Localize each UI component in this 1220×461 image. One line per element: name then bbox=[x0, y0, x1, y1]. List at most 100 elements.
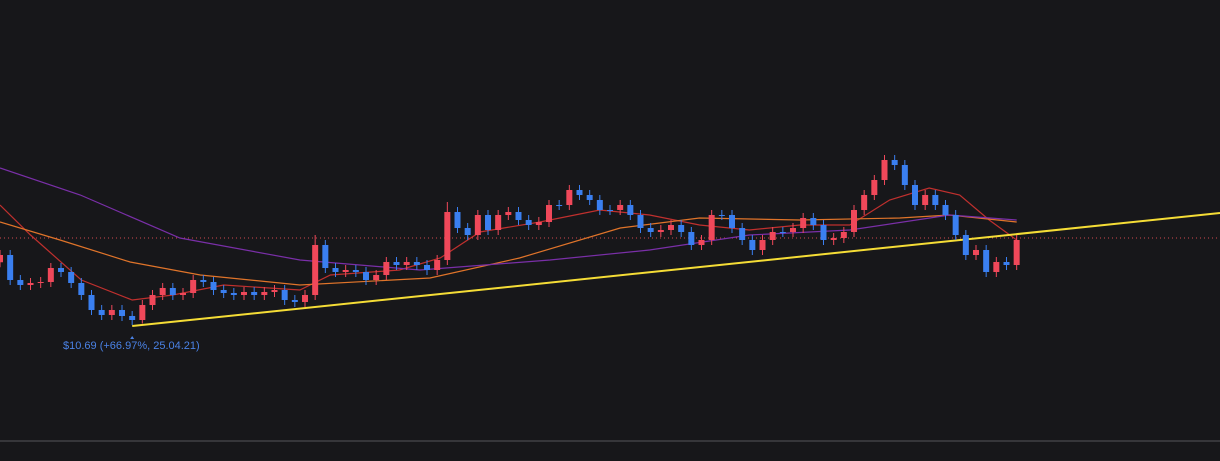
candle-body bbox=[769, 232, 776, 240]
moving-average bbox=[0, 214, 1017, 286]
candle-body bbox=[840, 232, 847, 238]
candle-body bbox=[779, 232, 786, 233]
candle-body bbox=[851, 210, 857, 232]
candle-body bbox=[891, 160, 898, 165]
candle-body bbox=[312, 245, 319, 295]
candle-body bbox=[352, 270, 359, 272]
trend-line bbox=[132, 212, 1220, 327]
candle-body bbox=[322, 245, 329, 268]
candle-body bbox=[424, 265, 430, 270]
candle-body bbox=[342, 270, 349, 272]
candle-body bbox=[169, 288, 176, 295]
candle-body bbox=[302, 295, 308, 302]
candle-body bbox=[861, 195, 868, 210]
candle-body bbox=[58, 268, 64, 272]
candle-body bbox=[200, 280, 207, 282]
candle-body bbox=[525, 220, 532, 225]
candle-body bbox=[515, 212, 522, 220]
candle-body bbox=[718, 215, 725, 216]
candle-body bbox=[790, 228, 796, 232]
candle-body bbox=[688, 232, 695, 245]
candle-body bbox=[505, 212, 512, 215]
candle-body bbox=[180, 293, 186, 295]
candle-body bbox=[962, 235, 969, 255]
candle-body bbox=[27, 283, 34, 285]
candle-body bbox=[749, 240, 756, 250]
candle-body bbox=[668, 225, 674, 230]
candle-body bbox=[800, 218, 807, 228]
candle-body bbox=[47, 268, 54, 282]
low-marker bbox=[130, 336, 135, 339]
candle-body bbox=[78, 283, 85, 295]
candle-body bbox=[0, 255, 3, 263]
candle-body bbox=[68, 272, 75, 283]
candle-body bbox=[291, 300, 298, 302]
candle-body bbox=[474, 215, 481, 235]
candle-body bbox=[657, 230, 664, 232]
candle-body bbox=[535, 222, 542, 225]
candle-body bbox=[363, 272, 369, 280]
candle-body bbox=[281, 290, 288, 300]
candle-body bbox=[7, 255, 14, 280]
candle-body bbox=[871, 180, 878, 195]
candle-body bbox=[586, 195, 593, 200]
candle-body bbox=[901, 165, 908, 185]
candle-body bbox=[383, 262, 390, 275]
candle-body bbox=[495, 215, 502, 230]
candle-body bbox=[759, 240, 766, 250]
candle-body bbox=[607, 210, 613, 211]
candle-body bbox=[942, 205, 949, 215]
candle-body bbox=[149, 295, 156, 305]
candle-body bbox=[1013, 240, 1020, 265]
candle-body bbox=[729, 215, 735, 228]
candle-body bbox=[139, 305, 146, 320]
candle-body bbox=[17, 280, 24, 285]
candle-body bbox=[556, 205, 563, 206]
candle-body bbox=[485, 215, 491, 230]
candle-body bbox=[678, 225, 685, 232]
candle-body bbox=[1003, 262, 1010, 265]
candle-body bbox=[119, 310, 125, 316]
candle-body bbox=[271, 290, 278, 292]
candle-body bbox=[617, 205, 624, 210]
candle-body bbox=[413, 262, 420, 265]
candle-body bbox=[810, 218, 817, 225]
candle-body bbox=[983, 250, 990, 272]
candle-body bbox=[220, 290, 227, 293]
candle-body bbox=[546, 205, 552, 222]
candle-body bbox=[830, 238, 837, 240]
candle-body bbox=[576, 190, 583, 195]
candle-body bbox=[922, 195, 929, 205]
candle-body bbox=[108, 310, 115, 315]
candle-body bbox=[98, 310, 105, 315]
candle-body bbox=[464, 228, 471, 235]
candle-body bbox=[708, 215, 715, 240]
candle-body bbox=[251, 292, 258, 295]
candle-body bbox=[159, 288, 166, 295]
candle-body bbox=[973, 250, 979, 255]
low-annotation: $10.69 (+66.97%, 25.04.21) bbox=[63, 340, 200, 352]
candle-body bbox=[637, 215, 644, 228]
candle-body bbox=[993, 262, 1000, 272]
candle-body bbox=[37, 282, 44, 283]
candle-body bbox=[820, 225, 827, 240]
candle-body bbox=[454, 212, 461, 228]
candle-body bbox=[566, 190, 573, 205]
candle-body bbox=[627, 205, 634, 215]
candle-body bbox=[698, 240, 705, 245]
candle-body bbox=[952, 215, 959, 235]
candle-body bbox=[881, 160, 888, 180]
candle-body bbox=[230, 293, 237, 295]
candle-body bbox=[241, 292, 247, 295]
moving-average bbox=[0, 167, 1017, 271]
candle-body bbox=[129, 316, 136, 320]
candle-body bbox=[444, 212, 451, 260]
candle-body bbox=[434, 260, 441, 270]
candle-body bbox=[596, 200, 603, 210]
candle-body bbox=[261, 292, 268, 295]
candle-body bbox=[912, 185, 918, 205]
candle-body bbox=[88, 295, 95, 310]
candle-body bbox=[739, 228, 746, 240]
candle-body bbox=[373, 275, 380, 280]
